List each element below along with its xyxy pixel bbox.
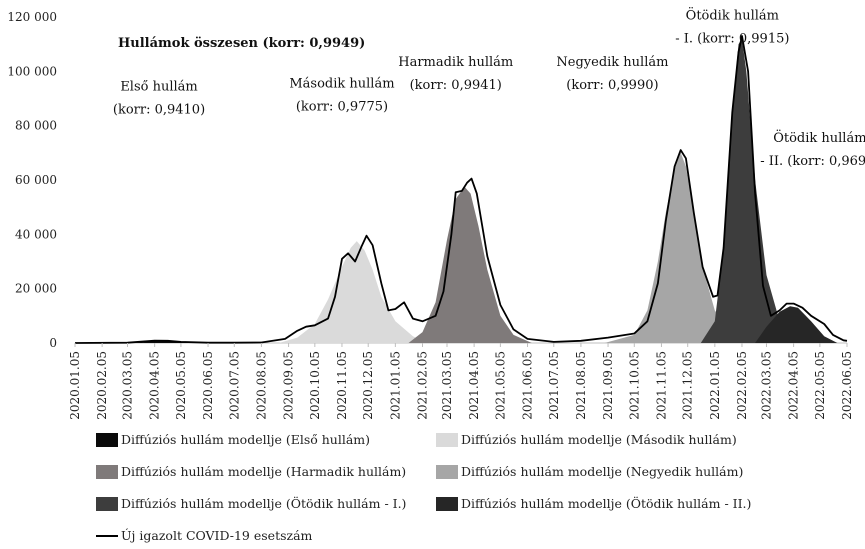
wave-area-3 — [604, 152, 751, 343]
legend-label: Diffúziós hullám modellje (Harmadik hull… — [121, 464, 407, 479]
legend-label: Diffúziós hullám modellje (Ötödik hullám… — [121, 496, 407, 511]
wave-annotation-1: Második hullám (korr: 0,9775) — [289, 77, 394, 115]
x-tick-label: 2021.10.05 — [627, 351, 641, 420]
y-tick-label: 40 000 — [15, 227, 57, 241]
x-tick-label: 2021.06.05 — [521, 351, 535, 420]
x-tick-label: 2020.08.05 — [254, 351, 268, 420]
x-tick-label: 2022.04.05 — [787, 351, 801, 420]
legend-item-third-wave: Diffúziós hullám modellje (Harmadik hull… — [96, 464, 406, 479]
x-tick-label: 2020.09.05 — [282, 351, 296, 420]
legend-item-fourth-wave: Diffúziós hullám modellje (Negyedik hull… — [436, 464, 743, 479]
legend-swatch — [436, 464, 458, 479]
wave-area-0 — [127, 340, 208, 343]
x-tick-label: 2021.09.05 — [601, 351, 615, 420]
case-line-layer — [74, 35, 848, 344]
x-tick-label: 2021.03.05 — [440, 351, 454, 420]
y-tick-label: 0 — [49, 336, 57, 350]
y-tick-label: 100 000 — [7, 64, 57, 78]
x-tick-label: 2021.01.05 — [388, 351, 402, 420]
x-tick-label: 2022.01.05 — [708, 351, 722, 420]
x-tick-label: 2021.07.05 — [547, 351, 561, 420]
x-tick-label: 2022.05.05 — [813, 351, 827, 420]
x-tick-label: 2021.12.05 — [681, 351, 695, 420]
legend-item-cases-line: Új igazolt COVID-19 esetszám — [96, 528, 312, 543]
wave-area-5 — [755, 306, 838, 343]
legend-swatch — [96, 432, 118, 447]
case-count-line — [74, 35, 848, 344]
wave-area-1 — [278, 241, 427, 343]
y-tick-label: 80 000 — [15, 119, 57, 133]
legend-label: Új igazolt COVID-19 esetszám — [121, 528, 313, 543]
legend-label: Diffúziós hullám modellje (Második hullá… — [461, 432, 737, 447]
y-tick-label: 20 000 — [15, 282, 57, 296]
legend-item-fifth-wave-ii: Diffúziós hullám modellje (Ötödik hullám… — [436, 496, 751, 511]
legend-swatch — [96, 496, 118, 511]
x-tick-label: 2021.11.05 — [654, 351, 668, 420]
wave-annotation-5: Ötödik hullám- II. (korr: 0,9696) — [760, 129, 865, 169]
wave-annotation-2: Harmadik hullám (korr: 0,9941) — [398, 55, 513, 93]
legend-label: Diffúziós hullám modellje (Első hullám) — [121, 432, 371, 447]
legend-label: Diffúziós hullám modellje (Negyedik hull… — [461, 464, 744, 479]
x-tick-label: 2020.10.05 — [308, 351, 322, 420]
x-tick-label: 2020.06.05 — [201, 351, 215, 420]
wave-annotation-0: Első hullám (korr: 0,9410) — [113, 79, 205, 117]
x-tick-label: 2022.06.05 — [840, 351, 854, 420]
wave-area-4 — [700, 38, 812, 343]
legend-label: Diffúziós hullám modellje (Ötödik hullám… — [461, 496, 752, 511]
legend-swatch — [96, 464, 118, 479]
legend-swatch — [436, 496, 458, 511]
x-tick-label: 2020.01.05 — [68, 351, 82, 420]
x-tick-label: 2020.07.05 — [227, 351, 241, 420]
x-axis: 2020.01.05 2020.02.05 2020.03.05 2020.04.05… — [68, 343, 854, 420]
x-tick-label: 2022.03.05 — [759, 351, 773, 420]
x-tick-label: 2020.04.05 — [148, 351, 162, 420]
chart-title: Hullámok összesen (korr: 0,9949) — [118, 36, 365, 51]
x-tick-label: 2020.05.05 — [174, 351, 188, 420]
x-tick-label: 2020.12.05 — [361, 351, 375, 420]
x-tick-label: 2020.02.05 — [95, 351, 109, 420]
legend-swatch — [436, 432, 458, 447]
y-tick-label: 60 000 — [15, 173, 57, 187]
wave-annotation-3: Negyedik hullám (korr: 0,9990) — [556, 55, 668, 93]
x-tick-label: 2021.04.05 — [467, 351, 481, 420]
x-tick-label: 2020.11.05 — [335, 351, 349, 420]
y-tick-label: 120 000 — [7, 10, 57, 24]
legend-item-second-wave: Diffúziós hullám modellje (Második hullá… — [436, 432, 737, 447]
x-tick-label: 2021.08.05 — [574, 351, 588, 420]
legend-item-fifth-wave-i: Diffúziós hullám modellje (Ötödik hullám… — [96, 496, 406, 511]
wave-annotation-4: Ötödik hullám - I. (korr: 0,9915) — [675, 7, 789, 47]
x-tick-label: 2021.02.05 — [415, 351, 429, 420]
legend-item-first-wave: Diffúziós hullám modellje (Első hullám) — [96, 432, 370, 447]
x-tick-label: 2021.05.05 — [493, 351, 507, 420]
x-tick-label: 2020.03.05 — [121, 351, 135, 420]
wave-annotations: Első hullám (korr: 0,9410) Második hullám(… — [113, 7, 865, 169]
x-tick-label: 2022.02.05 — [735, 351, 749, 420]
legend-line-swatch — [96, 534, 118, 537]
